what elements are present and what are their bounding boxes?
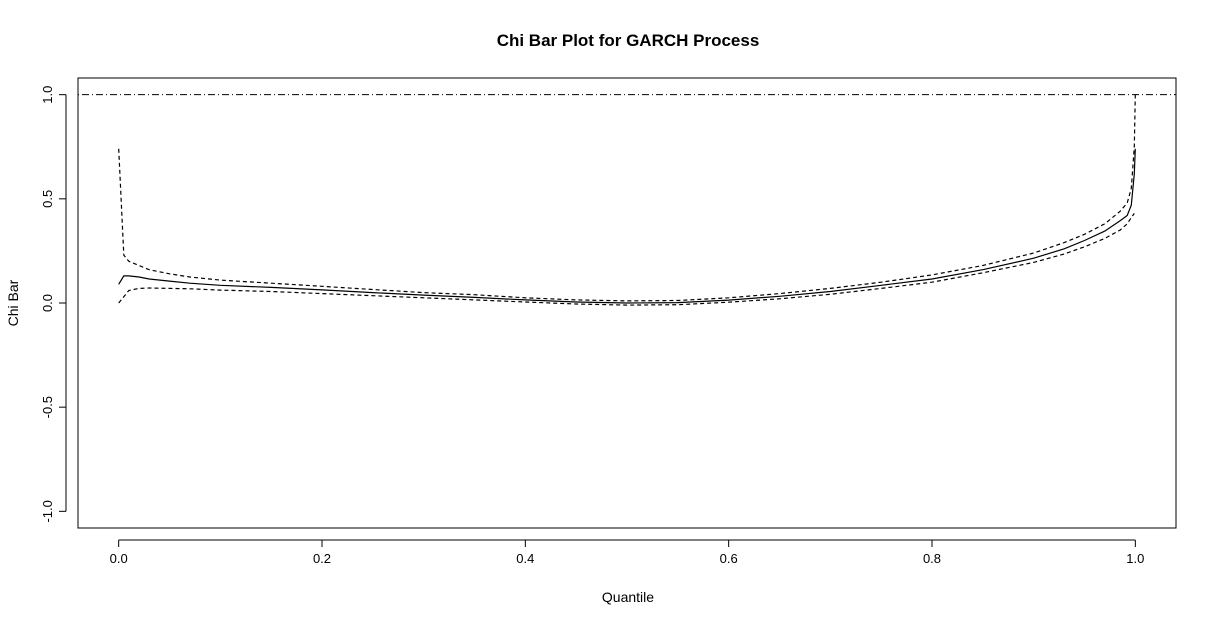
x-axis: 0.0 0.2 0.4 0.6 0.8 1.0 bbox=[110, 539, 1144, 566]
y-axis-label: Chi Bar bbox=[5, 279, 21, 326]
y-tick-label: 1.0 bbox=[40, 86, 55, 104]
x-tick-label: 0.8 bbox=[923, 551, 941, 566]
chart-title: Chi Bar Plot for GARCH Process bbox=[497, 31, 760, 50]
estimate-line bbox=[118, 148, 1136, 304]
y-tick-label: 0.5 bbox=[40, 190, 55, 208]
y-tick-label: 0.0 bbox=[40, 294, 55, 312]
x-tick-label: 0.6 bbox=[720, 551, 738, 566]
x-tick-label: 0.2 bbox=[313, 551, 331, 566]
x-tick-label: 0.4 bbox=[516, 551, 534, 566]
x-tick-label: 0.0 bbox=[110, 551, 128, 566]
y-tick-label: -1.0 bbox=[40, 500, 55, 522]
x-axis-label: Quantile bbox=[602, 589, 654, 605]
lower-bound-line bbox=[118, 213, 1135, 306]
plot-frame bbox=[77, 77, 1177, 529]
x-tick-label: 1.0 bbox=[1126, 551, 1144, 566]
y-axis: -1.0 -0.5 0.0 0.5 1.0 bbox=[40, 86, 67, 523]
series-group bbox=[118, 94, 1136, 306]
upper-bound-line bbox=[118, 94, 1136, 302]
y-tick-label: -0.5 bbox=[40, 396, 55, 418]
